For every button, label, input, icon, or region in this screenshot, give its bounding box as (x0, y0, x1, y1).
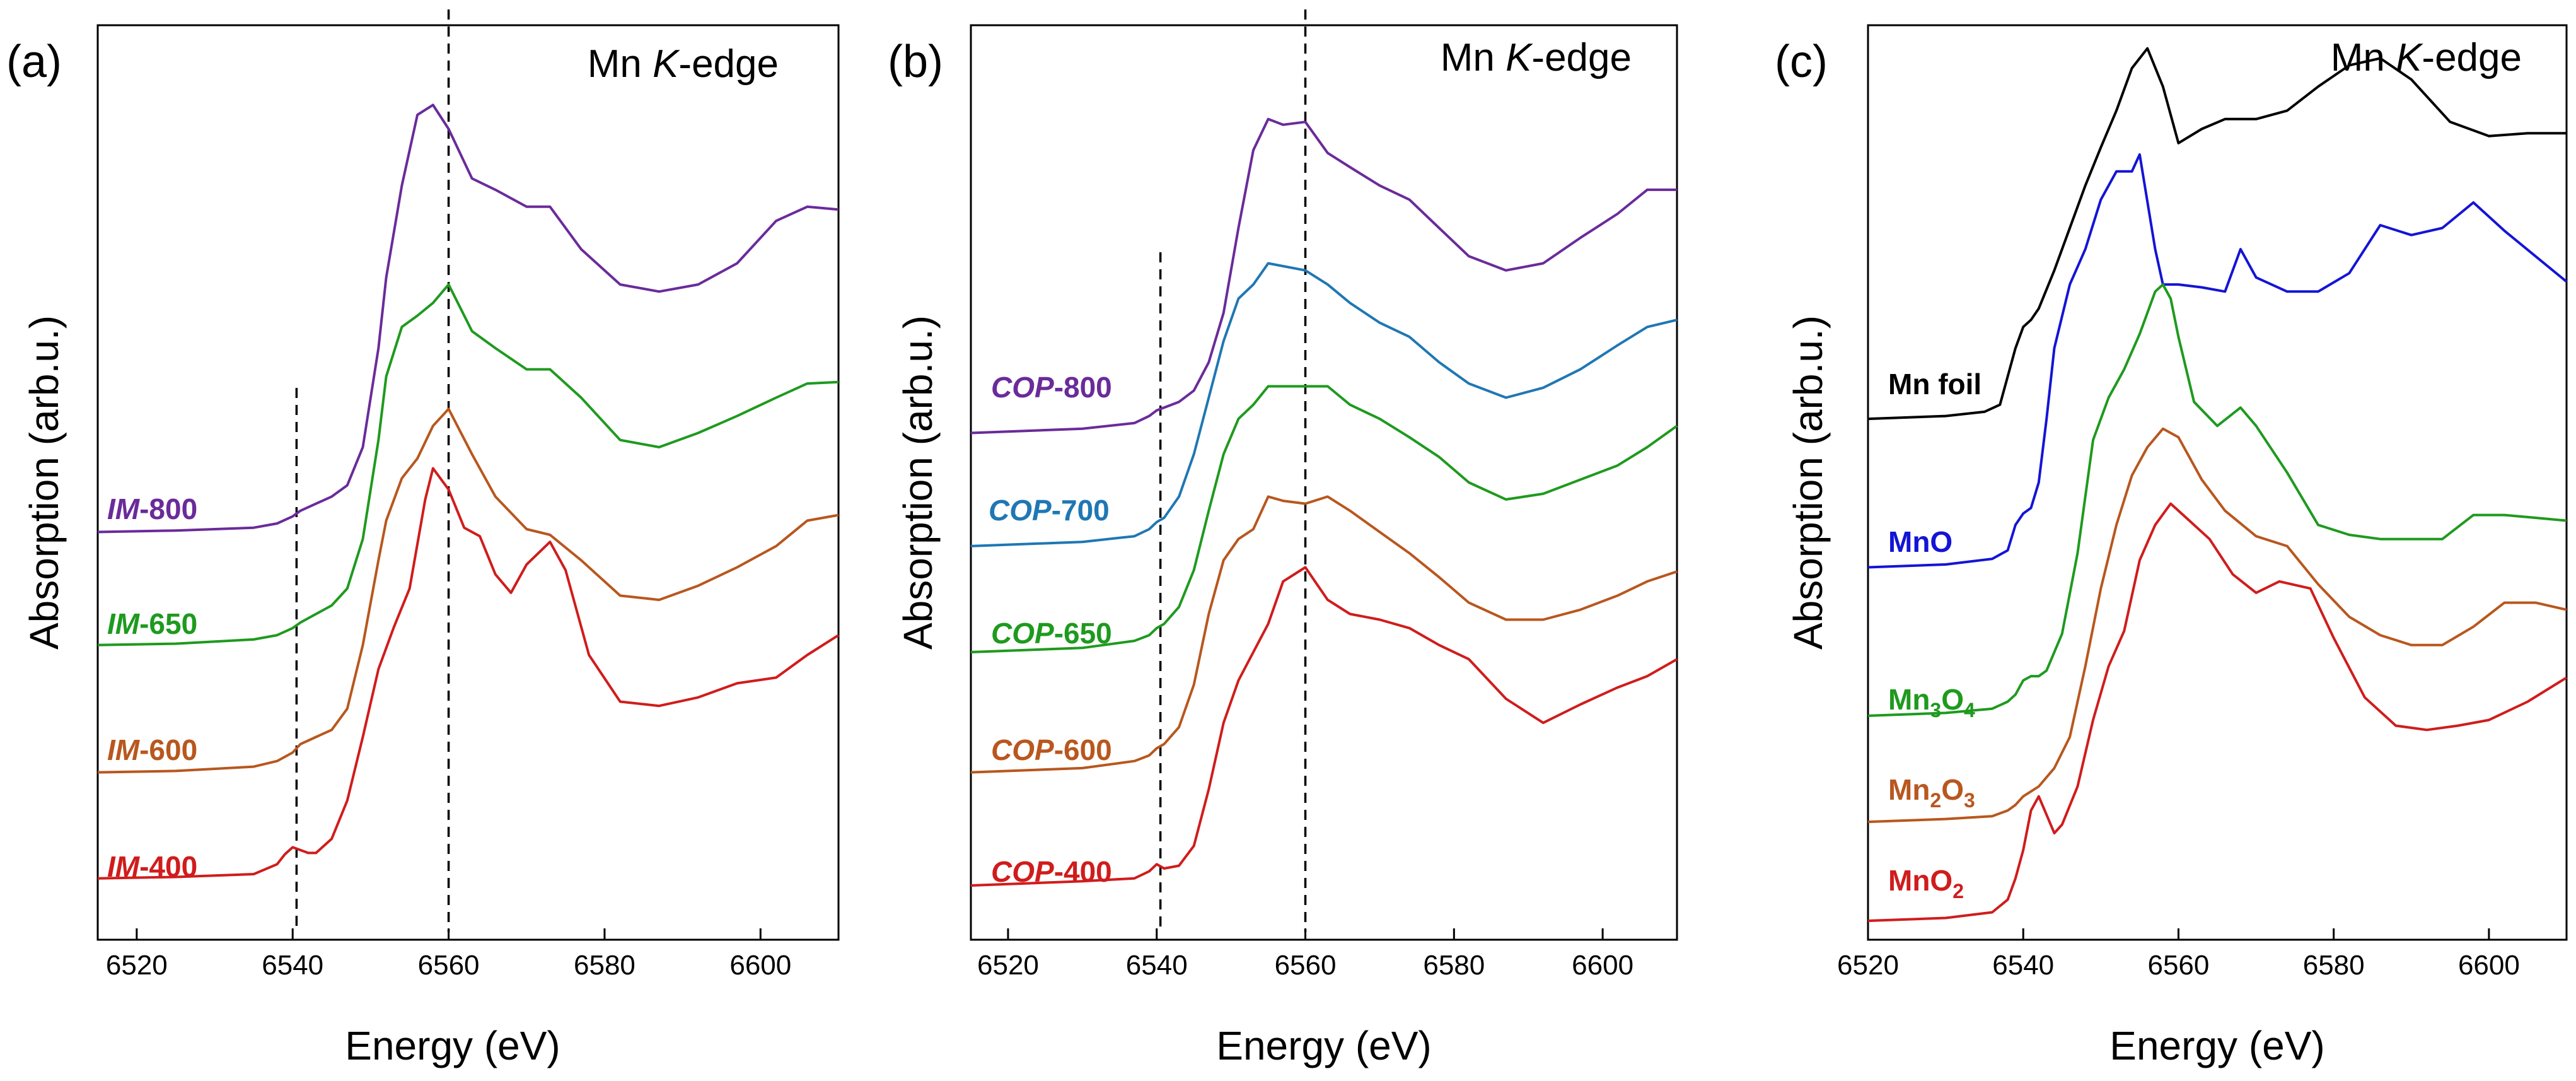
x-tick-label-6560: 6560 (2147, 950, 2209, 981)
series-line-im-600 (97, 407, 839, 774)
panel-b-edge-label: Mn K-edge (1441, 36, 1632, 79)
series-label-im-800: IM-800 (107, 493, 197, 525)
panel-c-frame (1867, 24, 2568, 941)
x-tick-label-6540: 6540 (1126, 950, 1188, 981)
panel-c-series: Mn foil MnO Mn3O4 Mn2O3 MnO2 (1867, 47, 2568, 922)
x-tick-label-6540: 6540 (1992, 950, 2054, 981)
series-line-cop-650 (970, 385, 1678, 653)
panel-a-y-axis-label: Absorption (arb.u.) (21, 315, 67, 650)
panel-a: (a) Mn K-edge Absorption (arb.u.) Energy… (6, 9, 840, 1068)
panel-a-label: (a) (6, 37, 62, 87)
series-line-mn-foil (1867, 47, 2567, 421)
panel-b: (b) Mn K-edge Absorption (arb.u.) Energy… (888, 9, 1678, 1068)
series-line-mn3o4 (1867, 283, 2567, 717)
x-tick-label-6580: 6580 (1423, 950, 1485, 981)
series-line-cop-600 (970, 495, 1678, 774)
x-tick-label-6520: 6520 (106, 950, 168, 981)
panel-a-ticks: 6520 6540 6560 6580 6600 (106, 928, 791, 981)
series-label-cop-700: COP-700 (989, 494, 1110, 527)
panel-b-label: (b) (888, 37, 943, 87)
series-line-im-400 (97, 467, 840, 880)
x-tick-label-6600: 6600 (729, 950, 791, 981)
panel-c: (c) Mn K-edge Absorption (arb.u.) Energy… (1775, 24, 2568, 1068)
x-tick-label-6580: 6580 (2303, 950, 2365, 981)
panel-b-y-axis-label: Absorption (arb.u.) (895, 315, 941, 650)
series-label-cop-400: COP-400 (991, 855, 1112, 888)
series-label-mno2: MnO2 (1888, 864, 1964, 903)
series-label-mn2o3: Mn2O3 (1888, 773, 1975, 812)
panel-c-edge-label: Mn K-edge (2331, 36, 2522, 79)
x-tick-label-6600: 6600 (1572, 950, 1633, 981)
series-label-im-400: IM-400 (107, 850, 197, 883)
x-tick-label-6520: 6520 (1837, 950, 1899, 981)
series-label-im-650: IM-650 (107, 607, 197, 640)
x-tick-label-6560: 6560 (1275, 950, 1337, 981)
series-label-mn-foil: Mn foil (1888, 368, 1981, 400)
x-tick-label-6520: 6520 (977, 950, 1039, 981)
panel-a-edge-label: Mn K-edge (588, 42, 779, 86)
x-tick-label-6560: 6560 (418, 950, 480, 981)
series-label-cop-600: COP-600 (991, 733, 1112, 766)
panel-a-x-axis-label: Energy (eV) (345, 1023, 560, 1068)
series-label-cop-800: COP-800 (991, 371, 1112, 404)
series-line-mno (1867, 153, 2568, 569)
series-label-cop-650: COP-650 (991, 617, 1112, 650)
x-tick-label-6600: 6600 (2458, 950, 2520, 981)
panel-b-frame (970, 24, 1678, 941)
x-tick-label-6580: 6580 (574, 950, 635, 981)
panel-c-x-axis-label: Energy (eV) (2109, 1023, 2324, 1068)
series-label-im-600: IM-600 (107, 733, 197, 766)
panel-b-x-axis-label: Energy (eV) (1216, 1023, 1431, 1068)
series-line-cop-700 (970, 262, 1678, 547)
panel-a-frame (96, 24, 840, 941)
series-line-im-650 (97, 283, 839, 646)
panel-a-refs (295, 9, 450, 932)
panel-b-series: COP-800 COP-700 COP-650 COP-600 COP-400 (970, 117, 1678, 888)
x-tick-label-6540: 6540 (262, 950, 323, 981)
panel-c-y-axis-label: Absorption (arb.u.) (1785, 315, 1831, 650)
panel-a-series: IM-800 IM-650 IM-600 IM-400 (97, 103, 840, 883)
panel-c-ticks: 6520 6540 6560 6580 6600 (1837, 928, 2520, 981)
series-line-cop-400 (970, 566, 1678, 887)
series-line-im-800 (97, 103, 839, 534)
series-line-mno2 (1867, 502, 2568, 922)
series-label-mn3o4: Mn3O4 (1888, 683, 1975, 722)
series-label-mno: MnO (1888, 525, 1952, 558)
panel-c-label: (c) (1775, 37, 1828, 87)
panel-b-refs (1159, 9, 1307, 932)
panel-b-ticks: 6520 6540 6560 6580 6600 (977, 928, 1633, 981)
series-line-mn2o3 (1867, 427, 2567, 824)
series-line-cop-800 (970, 117, 1677, 435)
